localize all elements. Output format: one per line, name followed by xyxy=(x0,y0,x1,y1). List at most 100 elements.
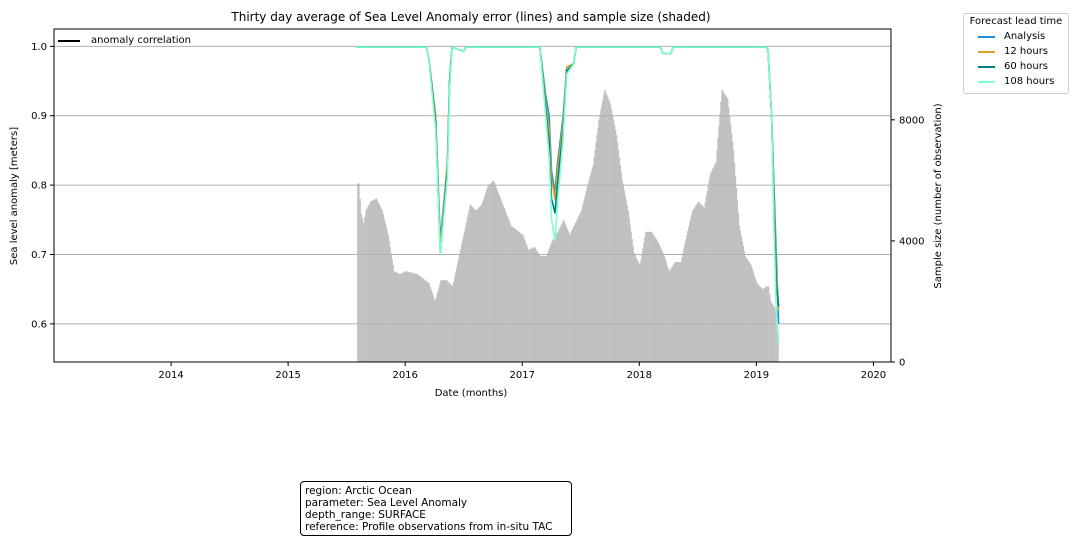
sample-bar xyxy=(533,246,536,362)
sample-bar xyxy=(391,259,393,362)
sample-bar xyxy=(421,277,424,362)
sample-bar xyxy=(496,190,499,362)
legend-swatch xyxy=(978,50,995,53)
sample-bar xyxy=(721,89,723,363)
sample-bar xyxy=(584,194,586,362)
sample-bar xyxy=(637,261,639,362)
sample-bar xyxy=(564,222,566,362)
sample-bar xyxy=(462,236,465,362)
sample-bar xyxy=(482,201,484,362)
sample-bar xyxy=(622,185,625,362)
sample-bar xyxy=(771,302,773,362)
legend-entry: 108 hours xyxy=(968,74,1064,89)
sample-bar xyxy=(468,209,470,362)
sample-bar xyxy=(627,210,629,362)
sample-bar xyxy=(643,242,645,362)
info-line-depth-range: depth_range: SURFACE xyxy=(305,509,426,521)
sample-bar xyxy=(615,134,618,362)
sample-bar xyxy=(423,279,425,362)
sample-bar xyxy=(373,199,376,362)
legend-entry: 12 hours xyxy=(968,44,1064,59)
sample-bar xyxy=(396,272,398,362)
sample-bar xyxy=(731,141,734,362)
sample-bar xyxy=(633,253,635,362)
sample-bar xyxy=(374,199,377,362)
sample-bar xyxy=(744,256,746,362)
sample-bar xyxy=(399,274,401,362)
sample-bar xyxy=(567,229,569,362)
y-axis-label: Sea level anomaly [meters] xyxy=(9,127,20,265)
sample-bar xyxy=(575,220,578,362)
sample-bar xyxy=(502,205,505,362)
sample-bar xyxy=(688,226,690,362)
sample-bar xyxy=(634,255,636,362)
sample-bar xyxy=(369,203,371,362)
sample-bar xyxy=(748,262,750,362)
sample-bar xyxy=(389,246,391,362)
sample-bar xyxy=(626,205,628,362)
sample-bar xyxy=(481,204,483,362)
sample-bar xyxy=(368,205,370,362)
sample-bar xyxy=(406,271,408,362)
sample-bar xyxy=(618,157,621,362)
sample-bar xyxy=(418,275,421,362)
sample-bar xyxy=(518,231,520,362)
y-tick-label: 0.6 xyxy=(31,319,47,330)
sample-bar xyxy=(365,210,367,362)
sample-bar xyxy=(440,280,442,362)
sample-bar xyxy=(607,97,609,363)
sample-bar xyxy=(628,217,630,362)
sample-bar xyxy=(670,268,672,362)
sample-bar xyxy=(511,226,513,362)
sample-bar xyxy=(424,280,426,362)
sample-bar xyxy=(751,268,753,362)
sample-bar xyxy=(428,283,430,362)
sample-bar xyxy=(597,127,599,362)
sample-bar xyxy=(680,262,682,362)
sample-bar xyxy=(621,180,624,362)
sample-bar xyxy=(753,274,755,362)
sample-bar xyxy=(675,262,677,362)
sample-bar xyxy=(410,272,412,362)
sample-bar xyxy=(446,280,448,362)
sample-bar xyxy=(617,150,620,362)
sample-bar xyxy=(484,195,486,362)
sample-bar xyxy=(437,290,439,362)
sample-bar xyxy=(642,248,644,362)
sample-bar xyxy=(552,239,554,362)
sample-bar xyxy=(596,134,598,362)
sample-bar xyxy=(386,230,388,362)
sample-bar xyxy=(654,237,657,362)
sample-bar xyxy=(458,254,461,362)
sample-bar xyxy=(370,201,372,362)
sample-bar xyxy=(673,263,675,362)
sample-bar xyxy=(432,295,434,362)
sample-bar xyxy=(650,231,652,362)
sample-bar xyxy=(524,239,526,362)
sample-bar xyxy=(754,277,756,362)
sample-bar xyxy=(453,277,456,362)
sample-bar xyxy=(528,249,530,362)
sample-bar xyxy=(475,210,477,362)
sample-bar xyxy=(373,200,375,362)
sample-bar xyxy=(514,228,516,362)
sample-bar xyxy=(629,224,631,362)
sample-bar xyxy=(734,175,737,362)
sample-bar xyxy=(494,185,497,362)
sample-bar xyxy=(591,168,593,362)
sample-bar xyxy=(463,231,465,362)
sample-bar xyxy=(562,221,564,362)
sample-bar xyxy=(625,200,627,362)
sample-bar xyxy=(379,206,382,362)
sample-bar xyxy=(606,94,608,362)
sample-bar xyxy=(691,214,693,362)
sample-bar xyxy=(426,281,428,362)
sample-bar xyxy=(677,262,679,362)
sample-bar xyxy=(699,203,702,362)
sample-bar xyxy=(558,229,560,362)
sample-bar xyxy=(761,288,763,362)
sample-bar xyxy=(560,225,562,362)
sample-bar xyxy=(662,253,665,362)
sample-bar xyxy=(420,277,423,362)
sample-bar xyxy=(565,224,567,362)
